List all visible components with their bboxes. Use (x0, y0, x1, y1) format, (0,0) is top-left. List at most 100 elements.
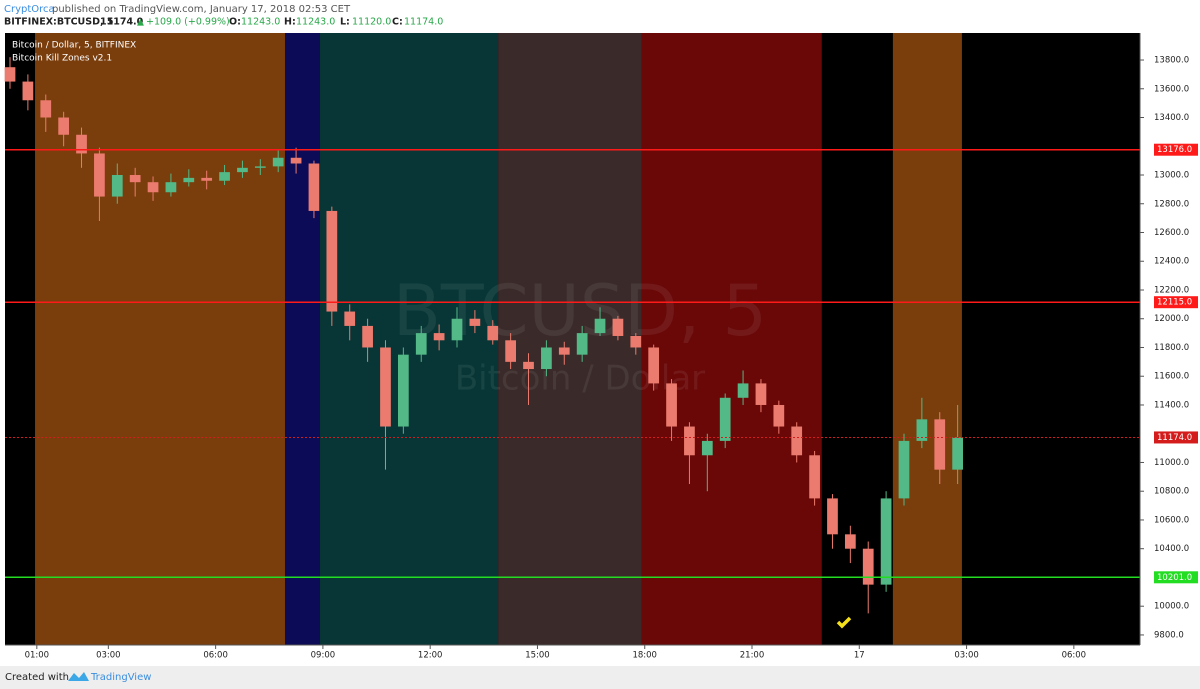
candle-body (827, 498, 838, 535)
x-tick-label: 21:00 (740, 651, 765, 661)
candle-body (880, 498, 892, 585)
levels (5, 148, 1140, 579)
published: published on TradingView.com, January 17… (52, 4, 351, 15)
price-axis (1140, 33, 1200, 645)
candle-body (111, 175, 123, 197)
candle-body (737, 383, 749, 398)
candle-body (219, 172, 230, 181)
watermark-subtitle: Bitcoin / Dollar (455, 359, 705, 399)
candle-body (380, 347, 391, 427)
ohlc-value: 11243.0 (241, 17, 280, 28)
candle-body (308, 163, 320, 211)
ohlc-value: 11243.0 (296, 17, 335, 28)
ohlc-value: 11174.0 (404, 17, 443, 28)
level-labels: 13176.0 12115.0 11174.0 10201.0 (1154, 143, 1198, 584)
y-tick-label: 11000.0 (1154, 458, 1189, 468)
x-tick-label: 17 (854, 651, 865, 661)
candle-body (612, 318, 624, 336)
ohlc-key: O: (229, 17, 241, 28)
candle-body (94, 153, 105, 197)
kill-zone (284, 33, 321, 645)
x-tick-label: 06:00 (1062, 651, 1087, 661)
y-tick-label: 10000.0 (1154, 602, 1189, 612)
kill-zone (892, 33, 962, 645)
candle-body (952, 437, 963, 470)
candle-body (773, 404, 785, 427)
level-label: 13176.0 (1157, 145, 1192, 155)
change-arrow: ▲ (137, 18, 144, 28)
candle-body (487, 325, 499, 341)
candle-body (862, 548, 874, 585)
y-tick-label: 10800.0 (1154, 487, 1189, 497)
candle-body (523, 361, 534, 370)
ohlc-value: 11120.0 (352, 17, 391, 28)
candle-body (165, 182, 177, 193)
candle-body (898, 440, 910, 499)
x-tick-label: 01:00 (25, 651, 50, 661)
candle-body (916, 419, 928, 441)
candle-body (433, 333, 445, 341)
candle-body (701, 440, 713, 456)
candle-body (272, 157, 284, 167)
indicator-name: Bitcoin Kill Zones v2.1 (12, 54, 112, 64)
candle-body (362, 325, 373, 348)
level-label: 11174.0 (1157, 433, 1192, 443)
zones (35, 33, 962, 645)
y-tick-label: 13800.0 (1154, 56, 1189, 66)
x-tick-label: 12:00 (418, 651, 443, 661)
y-tick-label: 12000.0 (1154, 314, 1189, 324)
author[interactable]: CryptOrca (4, 4, 55, 15)
level-label: 12115.0 (1157, 298, 1192, 308)
candle-body (183, 177, 195, 183)
candle-body (666, 383, 677, 427)
change: +109.0 (+0.99%) (146, 17, 230, 28)
candle-body (129, 175, 141, 183)
candle-body (201, 177, 213, 181)
candle-body (541, 347, 552, 370)
candle-body (594, 318, 606, 334)
candle-body (415, 333, 427, 355)
candle-body (719, 397, 731, 441)
y-tick-label: 10400.0 (1154, 544, 1189, 554)
ohlc: O: 11243.0 H: 11243.0 L: 11120.0 C: 11174.0 (229, 17, 443, 28)
checkmark (836, 616, 852, 629)
ohlc-key: H: (284, 17, 296, 28)
candles (4, 57, 963, 614)
time-axis (5, 645, 1140, 665)
candle-body (934, 419, 946, 470)
footer-bar (0, 666, 1200, 689)
candle-body (576, 333, 588, 355)
level-label-box (1154, 571, 1198, 584)
candle-body (147, 182, 159, 193)
ohlc-key: L: (340, 17, 350, 28)
candle-body (630, 335, 642, 348)
y-tick-label: 13400.0 (1154, 113, 1189, 123)
x-tick-label: 03:00 (96, 651, 121, 661)
candle-body (755, 383, 767, 405)
level-label: 10201.0 (1157, 573, 1192, 583)
candle-body (844, 534, 856, 549)
kill-zone (641, 33, 822, 645)
candle-body (397, 354, 409, 427)
candle-body (40, 100, 52, 118)
x-tick-label: 03:00 (954, 651, 979, 661)
candle-body (344, 311, 356, 326)
x-tick-label: 09:00 (311, 651, 336, 661)
footer-brand[interactable]: TradingView (90, 672, 151, 683)
candle-body (290, 157, 302, 164)
level-label-box (1154, 143, 1198, 156)
footer-created: Created with (5, 672, 69, 683)
candle-body (684, 426, 695, 456)
candle-body (648, 347, 660, 384)
y-tick-label: 13000.0 (1154, 171, 1189, 181)
x-tick-label: 15:00 (525, 651, 550, 661)
last-price: 11174.0 (100, 17, 144, 28)
level-label-box (1154, 296, 1198, 309)
y-tick-label: 12600.0 (1154, 228, 1189, 238)
y-tick-label: 11400.0 (1154, 400, 1189, 410)
axis-labels: 9800.0 10000.0 10400.0 10600.0 10800.0 11000.… (25, 56, 1190, 661)
x-tick-label: 06:00 (203, 651, 228, 661)
y-tick-label: 11600.0 (1154, 372, 1189, 382)
kill-zone (35, 33, 285, 645)
candle-body (4, 67, 16, 82)
